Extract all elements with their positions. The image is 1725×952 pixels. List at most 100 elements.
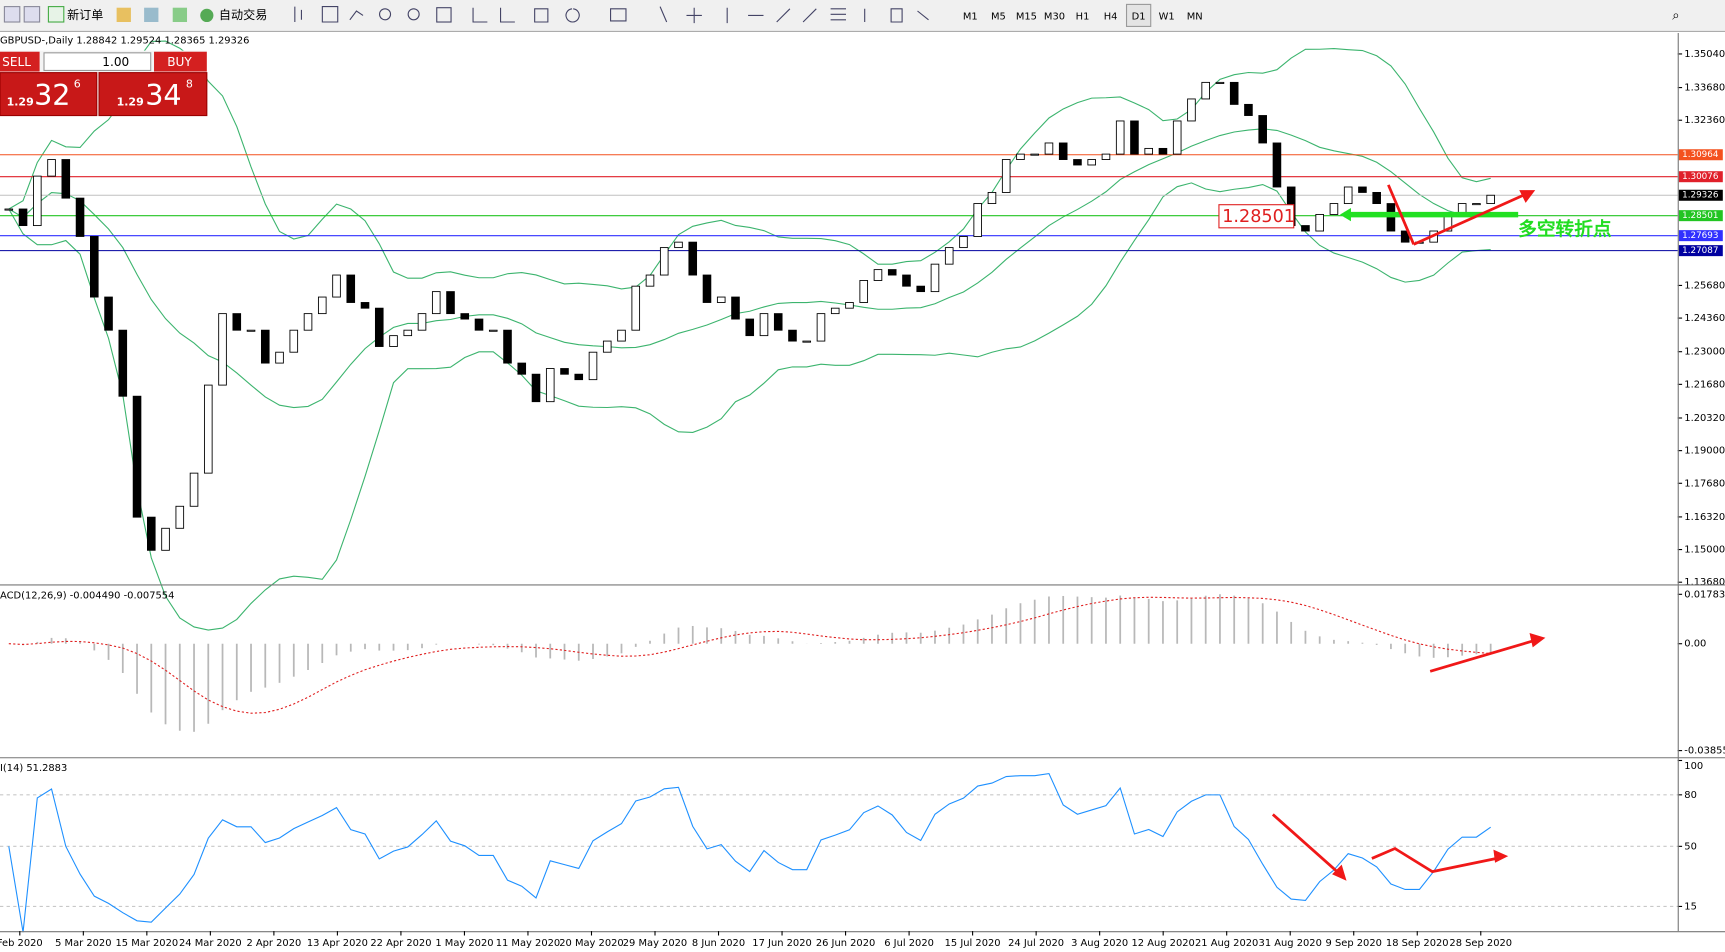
candle: [944, 247, 954, 265]
current-price-bg: [1678, 189, 1723, 201]
chart-type-icons[interactable]: [294, 6, 364, 23]
new-order-button[interactable]: 新订单: [67, 7, 103, 22]
bollinger-band: [8, 128, 1491, 409]
candle: [303, 313, 313, 331]
candle: [1172, 120, 1182, 155]
candle: [617, 329, 626, 342]
candle: [816, 313, 826, 342]
timeframe-button[interactable]: D1: [1132, 12, 1146, 23]
buy-price-box[interactable]: [98, 72, 208, 117]
y-tick-label: -0.038559: [1684, 746, 1725, 757]
candle: [118, 329, 128, 397]
tile-windows[interactable]: [436, 7, 452, 23]
auto-trading-icon[interactable]: [200, 8, 214, 23]
sell-price-fraction[interactable]: 6: [74, 78, 81, 91]
search-icon[interactable]: ⌕: [1672, 8, 1679, 23]
buy-text[interactable]: BUY: [167, 55, 192, 69]
buy-button[interactable]: [154, 51, 207, 72]
candle: [47, 159, 56, 177]
y-tick-label: 50: [1684, 841, 1697, 852]
sell-button[interactable]: [0, 51, 40, 72]
icon[interactable]: [3, 6, 21, 23]
annotation-box: [1218, 204, 1295, 229]
candle: [1001, 159, 1011, 193]
candle: [1144, 147, 1153, 155]
candle: [517, 362, 527, 375]
candle: [18, 208, 28, 227]
icon[interactable]: [23, 6, 41, 23]
candle: [474, 318, 484, 331]
sell-text[interactable]: SELL: [2, 55, 31, 69]
current-price-label: 1.29326: [1682, 191, 1719, 201]
x-tick-label: 20 May 2020: [559, 938, 623, 949]
y-tick-label: 1.15000: [1684, 545, 1725, 556]
candle: [1101, 153, 1111, 160]
toolbar-icons: [294, 6, 929, 24]
sell-price-pips[interactable]: 32: [34, 78, 70, 112]
candle: [460, 313, 470, 320]
y-tick-label: 1.35040: [1684, 49, 1725, 60]
level-label-bg: [1678, 245, 1723, 257]
timeframe-button[interactable]: W1: [1159, 12, 1175, 23]
icon[interactable]: [144, 7, 159, 23]
candle: [773, 313, 783, 331]
y-tick-label: 0.00: [1684, 639, 1706, 650]
candle: [317, 296, 327, 315]
candle: [716, 296, 726, 303]
candle: [33, 175, 42, 227]
timeframe-button[interactable]: M30: [1044, 12, 1065, 23]
candle: [1158, 147, 1168, 155]
timeframe-button[interactable]: H4: [1104, 12, 1118, 23]
zoom-in[interactable]: [378, 8, 392, 21]
candle: [417, 313, 427, 331]
sell-price-box[interactable]: [0, 72, 98, 117]
lot-value[interactable]: 1.00: [102, 55, 129, 69]
drawing-tools[interactable]: [472, 6, 929, 24]
candle: [1301, 225, 1310, 232]
buy-price-fraction[interactable]: 8: [186, 78, 193, 91]
timeframe-button[interactable]: MN: [1187, 12, 1203, 23]
new-order-icon[interactable]: [47, 6, 65, 23]
macd-signal: [8, 596, 1491, 714]
candle: [218, 313, 227, 386]
level-label: 1.27087: [1682, 246, 1718, 256]
sell-price-big[interactable]: 1.29: [7, 95, 34, 108]
x-tick-label: 1 May 2020: [435, 938, 493, 949]
zoom-out[interactable]: [407, 8, 420, 21]
timeframe-selected: [1125, 3, 1152, 27]
x-tick-label: 6 Jul 2020: [884, 938, 934, 949]
candle: [289, 329, 299, 353]
candle: [588, 351, 598, 381]
y-tick-label: 1.33680: [1684, 83, 1725, 94]
x-tick-label: 12 Aug 2020: [1131, 938, 1194, 949]
timeframe-button[interactable]: M5: [991, 12, 1006, 23]
x-tick-label: 24 Mar 2020: [179, 938, 242, 949]
candle: [1115, 120, 1125, 155]
lot-input[interactable]: [43, 52, 152, 71]
candle: [545, 368, 555, 403]
candle: [4, 208, 14, 211]
candle: [61, 159, 71, 199]
buy-price-pips[interactable]: 34: [145, 78, 181, 112]
timeframe-button[interactable]: H1: [1076, 12, 1090, 23]
icon[interactable]: [116, 7, 131, 23]
y-tick-label: 0.017833: [1684, 589, 1725, 600]
timeframe-button[interactable]: M15: [1016, 12, 1037, 23]
buy-price-big[interactable]: 1.29: [117, 95, 144, 108]
candle: [674, 241, 683, 249]
auto-trading-button[interactable]: 自动交易: [219, 7, 267, 22]
candle: [203, 384, 213, 474]
candle: [161, 527, 170, 551]
one-click-trading: SELL 1.00 BUY 1.29 32 6 1.29 34 8: [0, 50, 208, 117]
timeframes: M1 M5 M15 M30 H1 H4 D1 W1 MN: [963, 3, 1203, 27]
x-tick-label: 2 Apr 2020: [246, 938, 301, 949]
candle: [1315, 214, 1324, 232]
icon[interactable]: [172, 7, 188, 23]
candle: [146, 516, 156, 551]
timeframe-button[interactable]: M1: [963, 12, 978, 23]
y-tick-label: 15: [1684, 901, 1697, 912]
y-tick-label: 1.19000: [1684, 446, 1725, 457]
candle: [260, 329, 270, 364]
macd-arrow: [1429, 638, 1539, 673]
arrowhead: [1519, 190, 1536, 203]
